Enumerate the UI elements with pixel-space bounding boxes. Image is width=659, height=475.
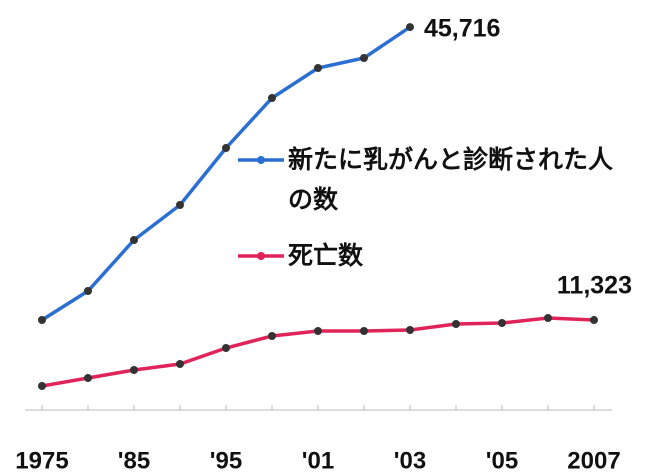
point [314,63,322,72]
legend-label: 死亡数 [288,241,364,270]
x-tick-label: '01 [302,447,334,474]
legend-marker [257,252,265,260]
point [314,326,322,335]
point [38,316,46,325]
point [222,143,230,152]
x-tick-label: '03 [394,447,426,474]
legend-marker [257,156,265,164]
point [452,319,460,328]
point [360,53,368,62]
point [176,359,184,368]
point [176,201,184,210]
point [360,326,368,335]
value-label: 45,716 [424,15,500,43]
point [544,313,552,322]
x-tick-label: 2007 [567,447,620,474]
point [222,343,230,352]
point [268,331,276,340]
legend-label: 新たに乳がんと診断された人の数 [288,145,614,214]
point [130,366,138,375]
point [590,316,598,325]
point [38,381,46,390]
point [268,93,276,102]
point [84,286,92,295]
x-tick-label: '85 [118,447,150,474]
x-tick-label: '95 [210,447,242,474]
x-tick-label: '05 [486,447,518,474]
point [406,23,414,32]
point [498,318,506,327]
value-label: 11,323 [557,272,632,300]
point [130,236,138,245]
point [84,373,92,382]
x-tick-label: 1975 [15,447,68,474]
point [406,326,414,335]
